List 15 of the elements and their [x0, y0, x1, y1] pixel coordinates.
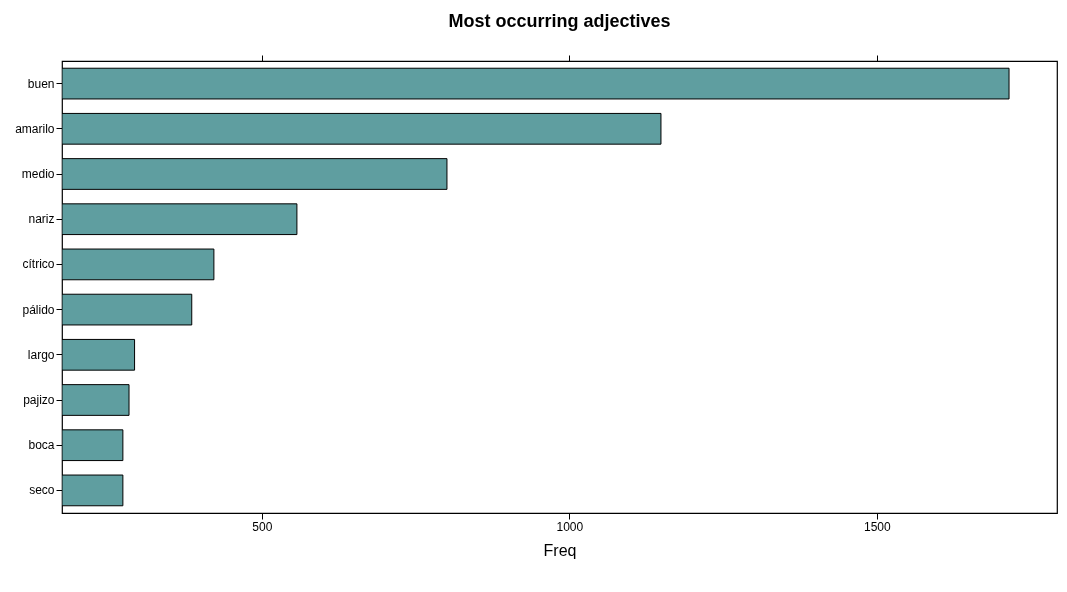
- x-tick-label: 500: [252, 519, 273, 534]
- y-tick-label: amarilo: [15, 121, 55, 136]
- x-axis-title: Freq: [543, 541, 577, 559]
- y-tick-label: cítrico: [22, 257, 55, 272]
- y-tick-label: nariz: [28, 212, 55, 227]
- y-tick-label: largo: [27, 347, 55, 362]
- y-tick-label: seco: [29, 483, 55, 498]
- y-tick-label: pálido: [22, 302, 55, 317]
- chart-title: Most occurring adjectives: [448, 10, 671, 31]
- y-tick-label: boca: [28, 438, 55, 453]
- x-tick-label: 1500: [863, 519, 891, 534]
- y-tick-label: medio: [21, 167, 55, 181]
- y-tick-label: buen: [27, 76, 55, 91]
- x-tick-label: 1000: [556, 519, 584, 534]
- y-tick-label: pajizo: [23, 393, 55, 407]
